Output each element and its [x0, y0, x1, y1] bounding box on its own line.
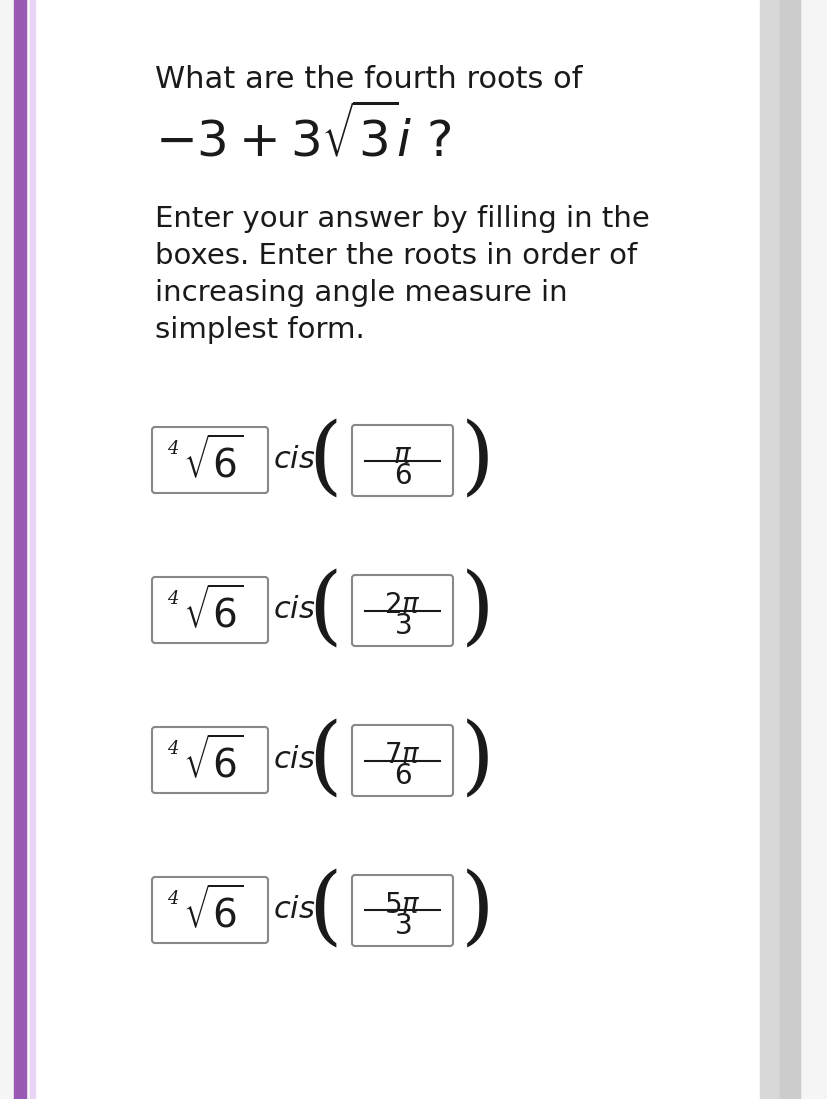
- Text: 4: 4: [167, 740, 179, 758]
- Text: 4: 4: [167, 890, 179, 908]
- FancyBboxPatch shape: [351, 875, 452, 946]
- Text: $\it{cis}$: $\it{cis}$: [273, 744, 315, 776]
- Text: $\it{cis}$: $\it{cis}$: [273, 444, 315, 476]
- Text: simplest form.: simplest form.: [155, 317, 365, 344]
- Text: $\sqrt{6}$: $\sqrt{6}$: [183, 736, 243, 786]
- Text: increasing angle measure in: increasing angle measure in: [155, 279, 567, 307]
- Text: (: (: [308, 719, 342, 801]
- Text: What are the fourth roots of: What are the fourth roots of: [155, 65, 581, 95]
- Text: $3$: $3$: [394, 913, 411, 941]
- Text: Enter your answer by filling in the: Enter your answer by filling in the: [155, 206, 649, 233]
- FancyBboxPatch shape: [152, 728, 268, 793]
- Text: 4: 4: [167, 440, 179, 458]
- Text: $\sqrt{6}$: $\sqrt{6}$: [183, 436, 243, 486]
- Text: $\it{cis}$: $\it{cis}$: [273, 895, 315, 925]
- Text: $\sqrt{6}$: $\sqrt{6}$: [183, 587, 243, 635]
- Text: (: (: [308, 868, 342, 952]
- FancyBboxPatch shape: [152, 577, 268, 643]
- Text: boxes. Enter the roots in order of: boxes. Enter the roots in order of: [155, 242, 637, 270]
- Text: 4: 4: [167, 590, 179, 608]
- Bar: [779, 0, 799, 1099]
- Text: ): ): [461, 719, 495, 801]
- Text: $\sqrt{6}$: $\sqrt{6}$: [183, 887, 243, 935]
- Text: ): ): [461, 868, 495, 952]
- FancyBboxPatch shape: [351, 725, 452, 796]
- Text: $5\pi$: $5\pi$: [384, 892, 420, 919]
- Text: $2\pi$: $2\pi$: [384, 592, 420, 619]
- Text: ): ): [461, 419, 495, 501]
- Bar: [759, 0, 799, 1099]
- Text: $7\pi$: $7\pi$: [384, 742, 420, 769]
- Text: ): ): [461, 568, 495, 652]
- Text: $6$: $6$: [393, 764, 411, 790]
- Text: $\it{cis}$: $\it{cis}$: [273, 595, 315, 625]
- FancyBboxPatch shape: [351, 425, 452, 496]
- FancyBboxPatch shape: [351, 575, 452, 646]
- Text: $-3 + 3\sqrt{3}i\ ?$: $-3 + 3\sqrt{3}i\ ?$: [155, 106, 452, 166]
- Text: $3$: $3$: [394, 613, 411, 641]
- Text: (: (: [308, 568, 342, 652]
- Bar: [14, 0, 26, 1099]
- Text: $6$: $6$: [393, 464, 411, 490]
- Bar: [30, 0, 35, 1099]
- FancyBboxPatch shape: [152, 428, 268, 493]
- Text: (: (: [308, 419, 342, 501]
- Text: $\pi$: $\pi$: [393, 442, 412, 469]
- FancyBboxPatch shape: [152, 877, 268, 943]
